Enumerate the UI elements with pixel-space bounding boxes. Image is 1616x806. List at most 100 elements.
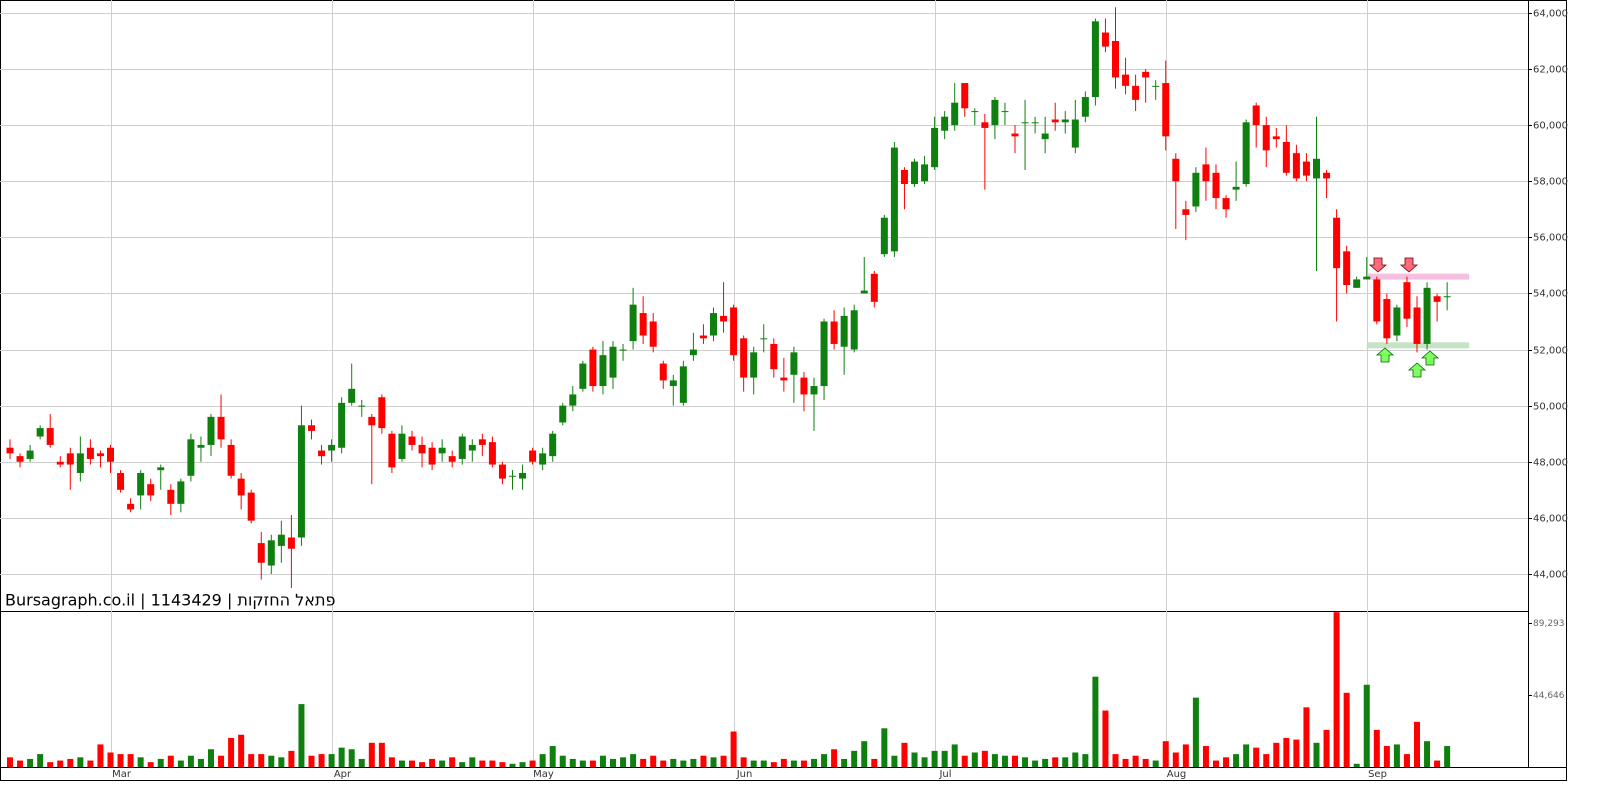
candle-body <box>1122 74 1130 86</box>
plot-layer: 44,000 46,000 48,000 50,000 52,000 54,000 56,0… <box>0 0 1568 780</box>
candle-body <box>1433 296 1441 302</box>
candle-body <box>1162 83 1170 137</box>
candle-body <box>860 290 868 294</box>
volume-bar <box>288 750 295 767</box>
candle-body <box>1132 85 1140 100</box>
candle-body <box>36 428 44 437</box>
candle-body <box>277 534 285 546</box>
candle-body <box>599 355 607 387</box>
volume-bar <box>941 750 948 767</box>
candle-body <box>991 99 999 126</box>
volume-bar <box>1132 755 1139 767</box>
candle-body <box>297 425 305 538</box>
volume-bar <box>368 742 375 767</box>
candle-body <box>66 453 74 465</box>
candle-body <box>639 313 647 336</box>
candle-body <box>438 447 446 454</box>
candle-body <box>1081 97 1089 117</box>
volume-bar <box>107 752 114 767</box>
y2-tick-label: 89,293 <box>1533 619 1565 629</box>
x-tick-label: Apr <box>334 769 352 780</box>
candle-body <box>1001 111 1009 113</box>
volume-bar <box>971 752 978 767</box>
y2-tick-label: 44,646 <box>1533 691 1565 701</box>
candle-body <box>679 366 687 403</box>
level-band <box>1366 273 1470 280</box>
volume-bar <box>1383 746 1390 767</box>
candle-body <box>710 313 717 336</box>
volume-bar <box>1122 758 1129 767</box>
candle-body <box>820 321 828 387</box>
volume-bar <box>921 757 928 767</box>
candle-body <box>1272 136 1280 140</box>
candle-body <box>117 472 125 490</box>
volume-bar <box>700 755 707 767</box>
candle-body <box>1302 161 1310 176</box>
volume-bar <box>1032 760 1039 767</box>
volume-bar <box>640 758 647 767</box>
candle-body <box>237 478 245 496</box>
volume-bar <box>218 755 225 767</box>
volume-bar <box>901 742 908 767</box>
candle-body <box>750 352 758 378</box>
volume-bar <box>398 760 405 767</box>
candle-body <box>609 346 617 378</box>
candle-body <box>559 405 567 423</box>
y-tick-label: 52,000 <box>1533 346 1568 357</box>
volume-bar <box>479 760 486 767</box>
volume-bar <box>961 755 968 767</box>
volume-bar <box>861 741 868 767</box>
candle-body <box>398 433 406 459</box>
y-tick-label: 44,000 <box>1533 570 1568 581</box>
volume-bar <box>1273 742 1280 767</box>
candle-body <box>619 349 627 351</box>
candle-body <box>1021 122 1029 124</box>
x-tick-label: Sep <box>1368 769 1387 780</box>
x-tick-label: Mar <box>112 769 132 780</box>
volume-bar <box>1323 729 1330 767</box>
volume-bar <box>57 760 64 767</box>
x-tick-label: May <box>533 769 554 780</box>
volume-bar <box>1142 758 1149 767</box>
volume-bar <box>831 749 838 767</box>
volume-bar <box>1172 752 1179 767</box>
volume-bar <box>730 731 737 767</box>
volume-bar <box>770 762 777 767</box>
candle-body <box>951 102 959 126</box>
volume-bar <box>1001 755 1008 767</box>
candle-body <box>549 433 557 457</box>
candle-body <box>730 307 738 356</box>
volume-bar <box>891 755 898 767</box>
candle-body <box>1333 217 1341 269</box>
candle-body <box>981 122 989 128</box>
volume-bar <box>439 760 446 767</box>
candle-body <box>488 442 496 465</box>
volume-bar <box>740 757 747 767</box>
volume-bar <box>1403 754 1410 767</box>
candle-body <box>197 444 205 448</box>
x-tick-label: Aug <box>1167 769 1187 780</box>
candle-body <box>478 439 486 445</box>
candle-body <box>1323 172 1331 179</box>
volume-bar <box>1283 737 1290 767</box>
candle-body <box>26 450 34 459</box>
candle-body <box>1112 40 1119 78</box>
x-tick-label: Jul <box>938 769 951 780</box>
candle-body <box>318 450 326 457</box>
candle-body <box>1192 172 1200 207</box>
volume-bar <box>1082 754 1089 767</box>
volume-bar <box>1072 752 1079 767</box>
candle-body <box>1262 125 1270 151</box>
candle-body <box>649 321 657 347</box>
volume-bar <box>469 757 476 767</box>
volume-bar <box>1202 746 1209 767</box>
volume-bar <box>981 750 988 767</box>
volume-bar <box>509 763 516 767</box>
candle-body <box>1182 209 1190 215</box>
volume-bar <box>47 762 54 767</box>
candle-body <box>6 447 14 454</box>
volume-bar <box>77 757 84 767</box>
volume-bar <box>248 754 255 767</box>
